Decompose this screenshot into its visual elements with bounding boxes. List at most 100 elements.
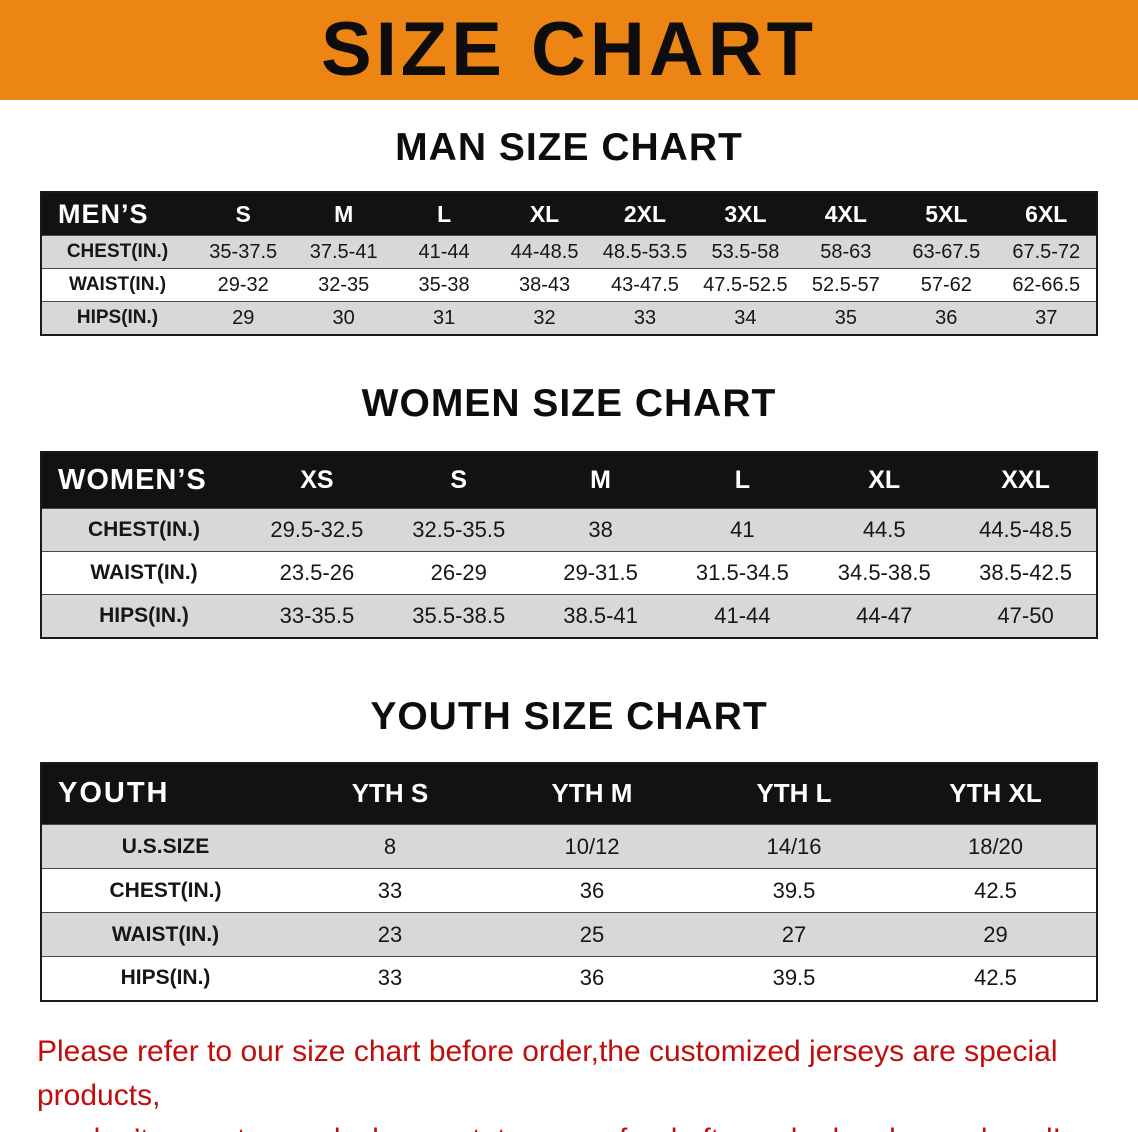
size-cell: 35-37.5: [193, 235, 294, 269]
size-cell: 39.5: [693, 868, 895, 913]
youth-size-table: YOUTH YTH S YTH M YTH L YTH XL U.S.SIZE 8 10/12…: [40, 761, 1098, 1002]
women-section-heading: WOMEN SIZE CHART: [361, 381, 777, 425]
footer-notice: Please refer to our size chart before or…: [37, 1030, 1101, 1132]
size-cell: 33: [289, 868, 491, 913]
men-section-heading: MAN SIZE CHART: [395, 126, 743, 169]
column-header: 3XL: [695, 191, 796, 236]
youth-section-heading: YOUTH SIZE CHART: [370, 694, 768, 738]
size-cell: 38: [529, 508, 672, 552]
notice-line-1: Please refer to our size chart before or…: [37, 1034, 1058, 1112]
size-cell: 44.5-48.5: [955, 508, 1097, 552]
size-cell: 23: [289, 912, 491, 957]
size-cell: 29: [193, 301, 294, 335]
row-label: HIPS(IN.): [41, 301, 193, 335]
size-cell: 47-50: [955, 594, 1097, 638]
size-cell: 34: [695, 301, 796, 335]
size-cell: 32.5-35.5: [387, 508, 530, 552]
size-chart-sections: MAN SIZE CHART MEN’S S M L XL 2XL 3XL 4XL 5XL 6XL C…: [0, 126, 1138, 1002]
table-row: WAIST(IN.) 23 25 27 29: [41, 912, 1097, 957]
size-cell: 31: [393, 301, 495, 335]
size-cell: 32: [494, 301, 595, 335]
table-header-row: YOUTH YTH S YTH M YTH L YTH XL: [41, 762, 1097, 825]
table-row: HIPS(IN.) 33 36 39.5 42.5: [41, 956, 1097, 1001]
size-cell: 23.5-26: [246, 551, 388, 595]
column-header: XL: [813, 451, 956, 509]
column-header: L: [393, 191, 495, 236]
section-men: MAN SIZE CHART MEN’S S M L XL 2XL 3XL 4XL 5XL 6XL C…: [0, 126, 1138, 336]
row-label: U.S.SIZE: [41, 824, 289, 869]
men-size-table: MEN’S S M L XL 2XL 3XL 4XL 5XL 6XL CHEST(IN.) 35-37…: [40, 190, 1098, 336]
table-row: CHEST(IN.) 35-37.5 37.5-41 41-44 44-48.5 48.5…: [41, 235, 1097, 269]
size-cell: 34.5-38.5: [813, 551, 956, 595]
size-cell: 44.5: [813, 508, 956, 552]
size-cell: 35-38: [393, 268, 495, 302]
size-cell: 18/20: [895, 824, 1097, 869]
table-row: CHEST(IN.) 29.5-32.5 32.5-35.5 38 41 44.5 44.5…: [41, 508, 1097, 552]
size-cell: 33: [594, 301, 696, 335]
column-header: YTH M: [491, 762, 693, 825]
size-cell: 48.5-53.5: [594, 235, 696, 269]
size-cell: 25: [491, 912, 693, 957]
size-cell: 8: [289, 824, 491, 869]
table-header-row: WOMEN’S XS S M L XL XXL: [41, 451, 1097, 509]
size-cell: 63-67.5: [896, 235, 997, 269]
table-row: WAIST(IN.) 23.5-26 26-29 29-31.5 31.5-34.5 34…: [41, 551, 1097, 595]
youth-group-label: YOUTH: [41, 762, 289, 825]
column-header: YTH XL: [895, 762, 1097, 825]
size-cell: 58-63: [795, 235, 897, 269]
size-cell: 29-32: [193, 268, 294, 302]
column-header: M: [293, 191, 394, 236]
women-size-table: WOMEN’S XS S M L XL XXL CHEST(IN.) 29.5-32.5 32.5…: [40, 450, 1098, 639]
size-cell: 33-35.5: [246, 594, 388, 638]
row-label: HIPS(IN.): [41, 594, 246, 638]
size-cell: 43-47.5: [594, 268, 696, 302]
size-cell: 47.5-52.5: [695, 268, 796, 302]
row-label: WAIST(IN.): [41, 551, 246, 595]
row-label: CHEST(IN.): [41, 868, 289, 913]
column-header: YTH S: [289, 762, 491, 825]
size-cell: 35: [795, 301, 897, 335]
size-cell: 62-66.5: [996, 268, 1097, 302]
column-header: 5XL: [896, 191, 997, 236]
size-cell: 10/12: [491, 824, 693, 869]
size-cell: 35.5-38.5: [387, 594, 530, 638]
size-cell: 41: [671, 508, 814, 552]
table-row: U.S.SIZE 8 10/12 14/16 18/20: [41, 824, 1097, 869]
size-cell: 27: [693, 912, 895, 957]
size-cell: 38.5-41: [529, 594, 672, 638]
row-label: WAIST(IN.): [41, 268, 193, 302]
size-cell: 14/16: [693, 824, 895, 869]
column-header: 6XL: [996, 191, 1097, 236]
table-header-row: MEN’S S M L XL 2XL 3XL 4XL 5XL 6XL: [41, 191, 1097, 236]
size-cell: 44-48.5: [494, 235, 595, 269]
table-row: CHEST(IN.) 33 36 39.5 42.5: [41, 868, 1097, 913]
size-cell: 41-44: [671, 594, 814, 638]
size-cell: 36: [491, 956, 693, 1001]
section-youth: YOUTH SIZE CHART YOUTH YTH S YTH M YTH L YTH …: [0, 695, 1138, 1002]
size-cell: 31.5-34.5: [671, 551, 814, 595]
banner: SIZE CHART: [0, 0, 1138, 100]
column-header: YTH L: [693, 762, 895, 825]
size-cell: 29: [895, 912, 1097, 957]
size-cell: 67.5-72: [996, 235, 1097, 269]
table-row: HIPS(IN.) 29 30 31 32 33 34 35 36 37: [41, 301, 1097, 335]
size-cell: 41-44: [393, 235, 495, 269]
column-header: 4XL: [795, 191, 897, 236]
size-cell: 38.5-42.5: [955, 551, 1097, 595]
section-women: WOMEN SIZE CHART WOMEN’S XS S M L XL XXL CHEST(I…: [0, 382, 1138, 639]
page-title: SIZE CHART: [321, 7, 817, 92]
women-group-label: WOMEN’S: [41, 451, 246, 509]
row-label: CHEST(IN.): [41, 508, 246, 552]
size-cell: 30: [293, 301, 394, 335]
column-header: XXL: [955, 451, 1097, 509]
size-cell: 44-47: [813, 594, 956, 638]
column-header: M: [529, 451, 672, 509]
size-cell: 42.5: [895, 868, 1097, 913]
size-cell: 26-29: [387, 551, 530, 595]
size-cell: 36: [491, 868, 693, 913]
column-header: S: [387, 451, 530, 509]
men-group-label: MEN’S: [41, 191, 193, 236]
size-cell: 37.5-41: [293, 235, 394, 269]
size-cell: 36: [896, 301, 997, 335]
table-row: WAIST(IN.) 29-32 32-35 35-38 38-43 43-47.5 47.…: [41, 268, 1097, 302]
